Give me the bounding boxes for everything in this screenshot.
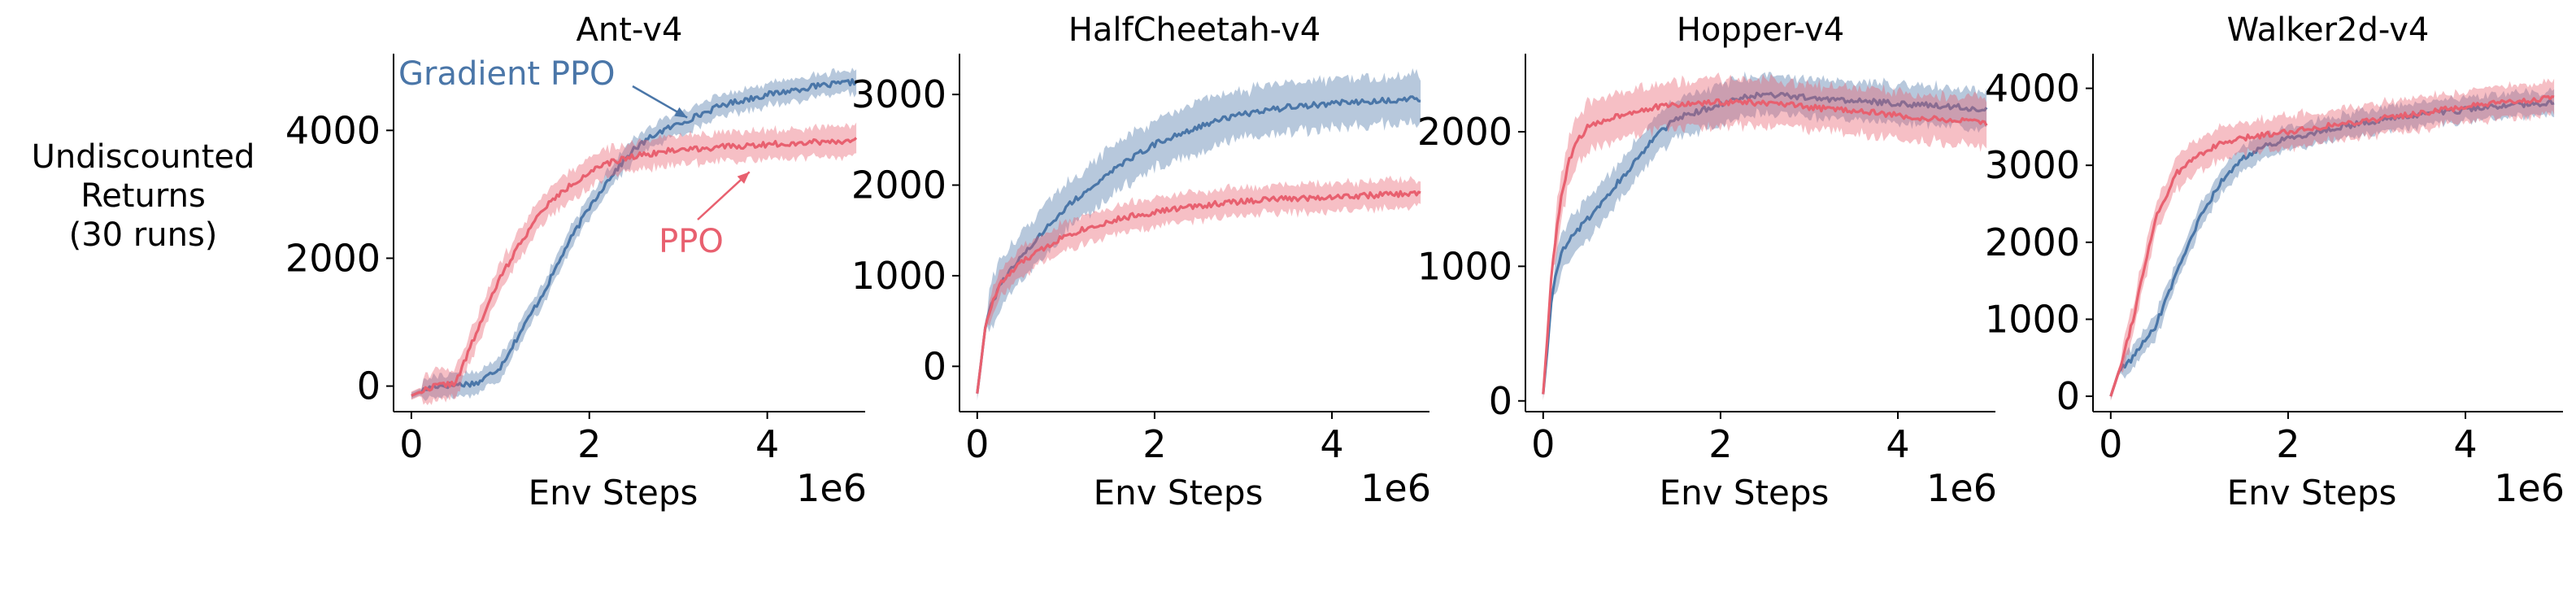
y-tick-label: 3000 — [1985, 143, 2080, 187]
x-offset-label: 1e6 — [1926, 466, 1997, 510]
y-tick-label: 0 — [1489, 379, 1512, 423]
y-tick-label: 1000 — [851, 254, 946, 298]
annotation-gradient-ppo: Gradient PPO — [398, 55, 688, 119]
confidence-band — [977, 175, 1421, 398]
series-ppo — [2109, 78, 2555, 401]
series-ppo — [411, 122, 858, 406]
y-tick-label: 2000 — [851, 164, 946, 207]
x-axis-label: Env Steps — [1660, 473, 1830, 513]
x-tick-label: 4 — [1320, 422, 1343, 466]
confidence-band — [1543, 71, 1987, 400]
y-tick-label: 2000 — [285, 236, 381, 280]
y-label-line: Returns — [80, 177, 206, 215]
x-tick-label: 4 — [755, 422, 779, 466]
subplot-title: Ant-v4 — [577, 11, 683, 49]
subplot-title: Walker2d-v4 — [2227, 11, 2430, 49]
subplot-title: HalfCheetah-v4 — [1068, 11, 1321, 49]
subplot-ant-v4: Ant-v4 0 2000 4000 0 2 4 1e6 Env Steps Gradient P… — [285, 11, 867, 513]
y-tick-label: 2000 — [1417, 110, 1512, 154]
y-tick-label: 0 — [923, 344, 946, 388]
series-gradient-ppo — [2109, 87, 2555, 400]
series-line — [2109, 98, 2555, 397]
x-tick-label: 0 — [965, 422, 989, 466]
y-tick-label: 0 — [357, 364, 381, 408]
confidence-band — [2110, 78, 2555, 401]
y-label-line: Undiscounted — [32, 138, 255, 176]
annotation-label: Gradient PPO — [398, 55, 616, 93]
series-ppo — [1542, 72, 1988, 401]
y-label-line: (30 runs) — [69, 216, 218, 254]
x-tick-label: 0 — [1531, 422, 1555, 466]
confidence-band — [1543, 72, 1987, 401]
y-axis-label: Undiscounted Returns (30 runs) — [32, 138, 255, 254]
y-tick-label: 1000 — [1985, 297, 2080, 341]
x-offset-label: 1e6 — [1360, 466, 1431, 510]
series-gradient-ppo — [976, 68, 1421, 401]
x-tick-label: 0 — [399, 422, 423, 466]
y-tick-label: 2000 — [1985, 220, 2080, 264]
x-axis-label: Env Steps — [529, 473, 698, 513]
x-tick-label: 4 — [1886, 422, 1909, 466]
annotation-ppo: PPO — [659, 171, 751, 260]
y-tick-label: 4000 — [285, 108, 381, 152]
series-line — [1542, 98, 1988, 395]
annotation-arrowhead — [737, 172, 750, 184]
x-offset-label: 1e6 — [2494, 466, 2565, 510]
y-tick-label: 0 — [2056, 374, 2080, 418]
x-tick-label: 4 — [2453, 422, 2477, 466]
series-gradient-ppo — [411, 68, 858, 401]
x-axis-label: Env Steps — [2227, 473, 2397, 513]
subplot-walker2d-v4: Walker2d-v4 0 1000 2000 3000 4000 0 2 4 1e6 Env St… — [1985, 11, 2565, 513]
series-line — [411, 137, 858, 397]
series-line — [2109, 94, 2555, 397]
series-line — [976, 95, 1421, 394]
series-ppo — [976, 175, 1421, 398]
x-tick-label: 2 — [1708, 422, 1732, 466]
annotation-label: PPO — [659, 223, 724, 260]
series-gradient-ppo — [1542, 71, 1988, 400]
x-offset-label: 1e6 — [796, 466, 867, 510]
subplot-title: Hopper-v4 — [1677, 11, 1844, 49]
annotation-arrowhead — [674, 107, 688, 118]
y-tick-label: 3000 — [851, 72, 946, 116]
confidence-band — [411, 122, 857, 406]
series-line — [411, 78, 858, 397]
series-line — [1542, 91, 1988, 395]
x-tick-label: 2 — [577, 422, 601, 466]
subplot-hopper-v4: Hopper-v4 0 1000 2000 0 2 4 1e6 Env Steps — [1417, 11, 1997, 513]
series-line — [976, 190, 1421, 394]
subplot-halfcheetah-v4: HalfCheetah-v4 0 1000 2000 3000 0 2 4 1e6 Env Ste… — [851, 11, 1431, 513]
x-tick-label: 2 — [1142, 422, 1166, 466]
confidence-band — [411, 68, 857, 401]
x-tick-label: 0 — [2099, 422, 2122, 466]
y-tick-label: 4000 — [1985, 67, 2080, 111]
y-tick-label: 1000 — [1417, 244, 1512, 288]
x-axis-label: Env Steps — [1094, 473, 1264, 513]
x-tick-label: 2 — [2276, 422, 2300, 466]
